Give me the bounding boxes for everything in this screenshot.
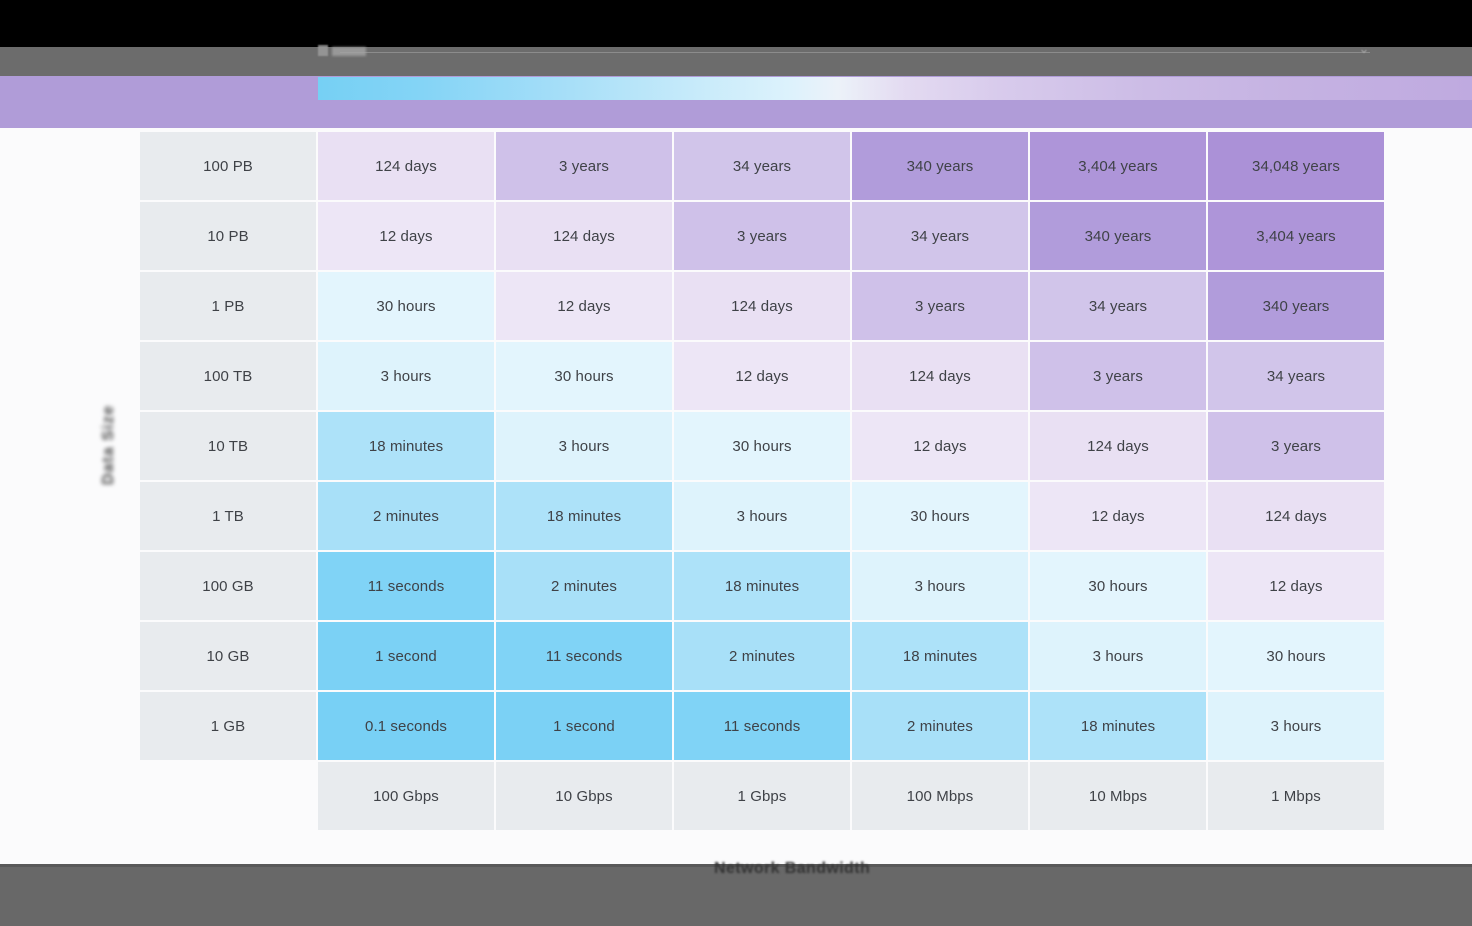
heatmap-cell: 3 years — [674, 202, 850, 270]
heatmap-cell: 340 years — [1030, 202, 1206, 270]
heatmap-cell: 124 days — [674, 272, 850, 340]
heatmap-cell: 18 minutes — [1030, 692, 1206, 760]
heatmap-cell: 12 days — [1030, 482, 1206, 550]
heatmap-cell: 2 minutes — [496, 552, 672, 620]
bottom-gray-bar — [0, 864, 1472, 926]
heatmap-cell: 30 hours — [852, 482, 1028, 550]
heatmap-cell: 3 years — [1208, 412, 1384, 480]
top-black-bar — [0, 0, 1472, 47]
row-label-cell: 1 TB — [140, 482, 316, 550]
heatmap-cell: 3 hours — [496, 412, 672, 480]
heatmap-cell: 124 days — [852, 342, 1028, 410]
heatmap-cell: 2 minutes — [852, 692, 1028, 760]
heatmap-cell: 3,404 years — [1208, 202, 1384, 270]
heatmap-cell: 124 days — [1208, 482, 1384, 550]
transfer-time-heatmap: 100 PB 124 days 3 years 34 years 340 years 3,… — [140, 132, 1384, 830]
heatmap-cell: 3 hours — [318, 342, 494, 410]
toolbar-divider-line — [340, 52, 1370, 53]
heatmap-cell: 340 years — [852, 132, 1028, 200]
toolbar-redacted-text[interactable] — [332, 47, 366, 56]
heatmap-cell: 34 years — [1208, 342, 1384, 410]
row-label-cell: 10 PB — [140, 202, 316, 270]
slide-header-band — [0, 76, 1472, 128]
heatmap-cell: 11 seconds — [674, 692, 850, 760]
heatmap-cell: 34 years — [852, 202, 1028, 270]
heatmap-cell: 124 days — [1030, 412, 1206, 480]
heatmap-cell: 3 years — [852, 272, 1028, 340]
column-label-cell: 10 Mbps — [1030, 762, 1206, 830]
heatmap-cell: 3 years — [1030, 342, 1206, 410]
heatmap-cell: 30 hours — [674, 412, 850, 480]
row-label-cell: 1 GB — [140, 692, 316, 760]
heatmap-cell: 340 years — [1208, 272, 1384, 340]
heatmap-cell: 3,404 years — [1030, 132, 1206, 200]
heatmap-cell: 30 hours — [1208, 622, 1384, 690]
heatmap-cell: 12 days — [1208, 552, 1384, 620]
row-label-cell: 10 TB — [140, 412, 316, 480]
column-label-cell: 100 Gbps — [318, 762, 494, 830]
presenter-toolbar — [0, 47, 1472, 76]
heatmap-cell: 124 days — [318, 132, 494, 200]
heatmap-cell: 3 hours — [1030, 622, 1206, 690]
heatmap-cell: 11 seconds — [496, 622, 672, 690]
row-label-cell: 1 PB — [140, 272, 316, 340]
row-label-cell: 100 TB — [140, 342, 316, 410]
column-label-cell: 10 Gbps — [496, 762, 672, 830]
heatmap-cell: 18 minutes — [318, 412, 494, 480]
column-label-cell: 1 Gbps — [674, 762, 850, 830]
heatmap-cell: 124 days — [496, 202, 672, 270]
toolbar-menu-icon[interactable] — [318, 45, 328, 56]
heatmap-cell: 30 hours — [318, 272, 494, 340]
color-legend-gradient — [318, 77, 1472, 100]
heatmap-cell: 3 years — [496, 132, 672, 200]
heatmap-cell: 12 days — [496, 272, 672, 340]
heatmap-cell: 30 hours — [1030, 552, 1206, 620]
heatmap-cell: 18 minutes — [496, 482, 672, 550]
heatmap-cell: 3 hours — [852, 552, 1028, 620]
heatmap-cell: 34,048 years — [1208, 132, 1384, 200]
heatmap-cell: 12 days — [674, 342, 850, 410]
row-label-cell: 10 GB — [140, 622, 316, 690]
column-label-cell: 1 Mbps — [1208, 762, 1384, 830]
heatmap-cell: 3 hours — [674, 482, 850, 550]
heatmap-cell: 1 second — [496, 692, 672, 760]
heatmap-cell: 18 minutes — [852, 622, 1028, 690]
heatmap-cell: 12 days — [852, 412, 1028, 480]
y-axis-label: Data Size — [100, 404, 117, 486]
row-label-cell: 100 PB — [140, 132, 316, 200]
heatmap-cell: 34 years — [674, 132, 850, 200]
column-label-cell: 100 Mbps — [852, 762, 1028, 830]
heatmap-cell: 12 days — [318, 202, 494, 270]
heatmap-cell: 18 minutes — [674, 552, 850, 620]
heatmap-cell: 11 seconds — [318, 552, 494, 620]
x-axis-label: Network Bandwidth — [714, 860, 871, 877]
heatmap-cell: 30 hours — [496, 342, 672, 410]
row-label-cell: 100 GB — [140, 552, 316, 620]
heatmap-cell: 2 minutes — [318, 482, 494, 550]
heatmap-cell: 0.1 seconds — [318, 692, 494, 760]
heatmap-cell: 3 hours — [1208, 692, 1384, 760]
heatmap-cell: 34 years — [1030, 272, 1206, 340]
corner-spacer-cell — [140, 762, 316, 830]
heatmap-cell: 1 second — [318, 622, 494, 690]
heatmap-cell: 2 minutes — [674, 622, 850, 690]
chevron-down-icon[interactable]: ⌄ — [1358, 41, 1370, 56]
